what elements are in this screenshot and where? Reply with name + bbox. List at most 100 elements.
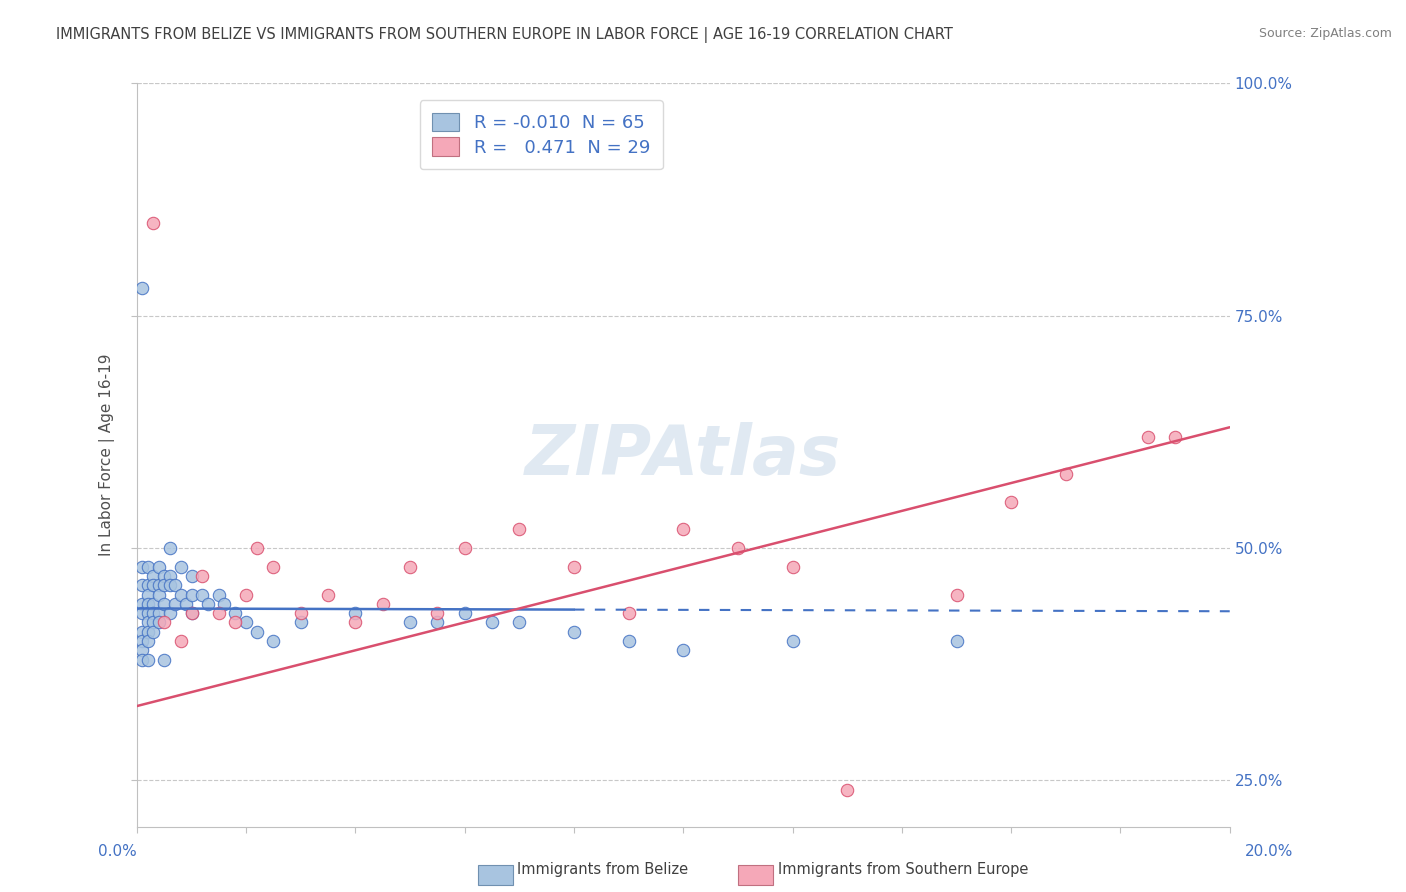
Point <box>142 578 165 592</box>
Point <box>153 615 176 630</box>
Point <box>837 782 859 797</box>
Point <box>142 597 165 611</box>
Point <box>235 615 257 630</box>
Point <box>153 578 176 592</box>
Point <box>159 541 181 555</box>
Point <box>208 606 231 620</box>
Point <box>136 559 159 574</box>
Point <box>481 615 503 630</box>
Point <box>454 606 477 620</box>
Point <box>153 597 176 611</box>
Text: Immigrants from Southern Europe: Immigrants from Southern Europe <box>778 863 1028 877</box>
Point <box>235 588 257 602</box>
Point <box>148 606 170 620</box>
Point <box>165 578 187 592</box>
Text: ZIPAtlas: ZIPAtlas <box>526 422 841 489</box>
Point <box>290 615 312 630</box>
Point <box>131 559 153 574</box>
Point <box>1000 494 1022 508</box>
Point <box>316 588 339 602</box>
Y-axis label: In Labor Force | Age 16-19: In Labor Force | Age 16-19 <box>100 354 115 557</box>
Point <box>131 597 153 611</box>
Point <box>1054 467 1077 481</box>
Point <box>1136 429 1159 443</box>
Point <box>159 569 181 583</box>
Point <box>454 541 477 555</box>
Point <box>214 597 236 611</box>
Point <box>208 588 231 602</box>
Point <box>224 606 246 620</box>
Point <box>131 606 153 620</box>
Point <box>131 281 153 295</box>
Point <box>136 606 159 620</box>
Point <box>136 578 159 592</box>
Point <box>142 569 165 583</box>
Point <box>165 597 187 611</box>
Point <box>153 652 176 666</box>
Point <box>727 541 749 555</box>
Point <box>191 569 214 583</box>
Point <box>197 597 219 611</box>
Point <box>180 606 202 620</box>
Point <box>617 606 640 620</box>
Point <box>290 606 312 620</box>
Point <box>159 578 181 592</box>
Point <box>159 606 181 620</box>
Point <box>136 597 159 611</box>
Point <box>131 643 153 657</box>
Text: Immigrants from Belize: Immigrants from Belize <box>517 863 689 877</box>
Point <box>136 615 159 630</box>
Point <box>131 578 153 592</box>
Point <box>508 523 530 537</box>
Text: IMMIGRANTS FROM BELIZE VS IMMIGRANTS FROM SOUTHERN EUROPE IN LABOR FORCE | AGE 1: IMMIGRANTS FROM BELIZE VS IMMIGRANTS FRO… <box>56 27 953 43</box>
Point <box>945 588 967 602</box>
Point <box>169 588 191 602</box>
Point <box>148 559 170 574</box>
Text: 20.0%: 20.0% <box>1246 845 1294 859</box>
Point <box>142 615 165 630</box>
Point <box>263 559 285 574</box>
Point <box>153 569 176 583</box>
Point <box>148 578 170 592</box>
Point <box>399 559 422 574</box>
Point <box>246 541 269 555</box>
Point <box>945 634 967 648</box>
Point <box>246 624 269 639</box>
Point <box>672 643 695 657</box>
Text: Source: ZipAtlas.com: Source: ZipAtlas.com <box>1258 27 1392 40</box>
Point <box>191 588 214 602</box>
Point <box>142 216 165 230</box>
Point <box>371 597 394 611</box>
Point <box>131 624 153 639</box>
Legend: R = -0.010  N = 65, R =   0.471  N = 29: R = -0.010 N = 65, R = 0.471 N = 29 <box>419 100 662 169</box>
Point <box>180 569 202 583</box>
Point <box>263 634 285 648</box>
Point <box>169 634 191 648</box>
Point <box>224 615 246 630</box>
Point <box>136 624 159 639</box>
Point <box>136 634 159 648</box>
Point <box>617 634 640 648</box>
Point <box>180 606 202 620</box>
Point <box>169 559 191 574</box>
Point <box>344 615 367 630</box>
Point <box>131 634 153 648</box>
Point <box>1164 429 1187 443</box>
Point <box>174 597 197 611</box>
Point <box>131 652 153 666</box>
Point <box>426 606 449 620</box>
Point <box>148 615 170 630</box>
Point <box>136 588 159 602</box>
Point <box>672 523 695 537</box>
Point <box>136 652 159 666</box>
Point <box>142 624 165 639</box>
Point <box>180 588 202 602</box>
Point <box>508 615 530 630</box>
Point <box>148 588 170 602</box>
Point <box>426 615 449 630</box>
Point <box>782 634 804 648</box>
Point <box>562 559 585 574</box>
Point <box>782 559 804 574</box>
Point <box>142 606 165 620</box>
Point <box>562 624 585 639</box>
